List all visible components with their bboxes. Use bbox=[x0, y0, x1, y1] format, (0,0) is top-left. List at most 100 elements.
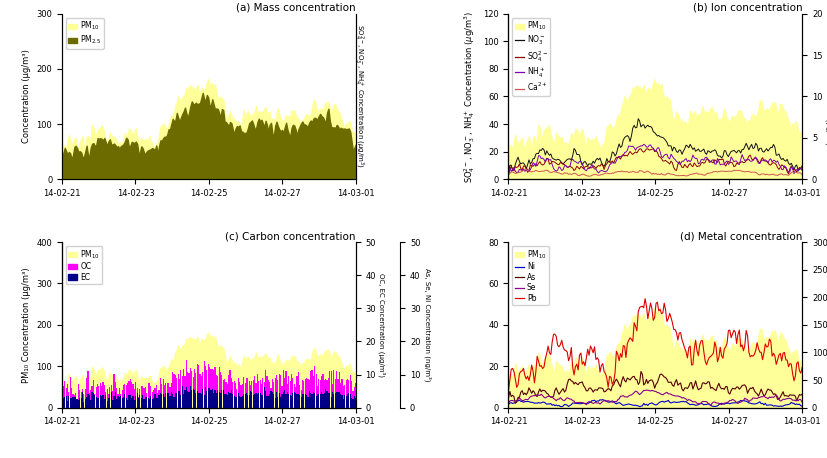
Bar bbox=[160, 393, 161, 408]
Bar bbox=[160, 378, 161, 408]
Text: (d) Metal concentration: (d) Metal concentration bbox=[680, 231, 802, 241]
Bar bbox=[320, 394, 321, 408]
Bar bbox=[120, 396, 122, 408]
Bar bbox=[235, 383, 236, 408]
Bar bbox=[119, 388, 120, 408]
Bar bbox=[61, 392, 63, 408]
Bar bbox=[214, 367, 216, 408]
Bar bbox=[216, 375, 217, 408]
Bar bbox=[82, 389, 83, 408]
Bar bbox=[97, 384, 98, 408]
Bar bbox=[100, 383, 101, 408]
Bar bbox=[258, 393, 260, 408]
Bar bbox=[299, 385, 300, 408]
Bar bbox=[194, 369, 195, 408]
Bar bbox=[65, 388, 67, 408]
Bar bbox=[276, 392, 277, 408]
Bar bbox=[163, 380, 164, 408]
Bar bbox=[179, 391, 180, 408]
Bar bbox=[178, 374, 179, 408]
Bar bbox=[147, 383, 149, 408]
Bar bbox=[190, 386, 191, 408]
Bar bbox=[220, 372, 221, 408]
Bar bbox=[193, 389, 194, 408]
Bar bbox=[241, 384, 243, 408]
Bar bbox=[180, 395, 181, 408]
Bar bbox=[131, 382, 132, 408]
Bar bbox=[123, 385, 124, 408]
Bar bbox=[142, 395, 143, 408]
Bar bbox=[161, 384, 162, 408]
Bar bbox=[237, 378, 239, 408]
Bar bbox=[151, 399, 153, 408]
Bar bbox=[84, 388, 86, 408]
Bar bbox=[287, 384, 288, 408]
Bar bbox=[352, 398, 354, 408]
Bar bbox=[155, 398, 157, 408]
Bar bbox=[146, 393, 147, 408]
Bar bbox=[281, 394, 283, 408]
Bar bbox=[206, 370, 208, 408]
Bar bbox=[138, 398, 139, 408]
Bar bbox=[273, 382, 275, 408]
Bar bbox=[285, 393, 287, 408]
Bar bbox=[111, 392, 112, 408]
Bar bbox=[163, 394, 164, 408]
Bar bbox=[182, 386, 183, 408]
Bar bbox=[325, 389, 327, 408]
Bar bbox=[351, 381, 352, 408]
Bar bbox=[229, 393, 231, 408]
Bar bbox=[127, 400, 128, 408]
Bar bbox=[243, 377, 244, 408]
Bar bbox=[209, 367, 210, 408]
Bar bbox=[335, 393, 336, 408]
Bar bbox=[165, 393, 166, 408]
Bar bbox=[145, 387, 146, 408]
Bar bbox=[331, 397, 332, 408]
Bar bbox=[113, 374, 114, 408]
Bar bbox=[124, 394, 126, 408]
Bar bbox=[351, 398, 352, 408]
Bar bbox=[266, 396, 267, 408]
Legend: PM$_{10}$, NO$_3^-$, SO$_4^{2-}$, NH$_4^+$, Ca$^{2+}$: PM$_{10}$, NO$_3^-$, SO$_4^{2-}$, NH$_4^… bbox=[512, 17, 551, 96]
Bar bbox=[157, 398, 158, 408]
Bar bbox=[346, 396, 347, 408]
Bar bbox=[231, 390, 232, 408]
Bar bbox=[265, 371, 266, 408]
Bar bbox=[86, 397, 87, 408]
Bar bbox=[69, 377, 71, 408]
Bar bbox=[183, 369, 184, 408]
Bar bbox=[287, 392, 288, 408]
Bar bbox=[73, 397, 74, 408]
Bar bbox=[113, 396, 114, 408]
Bar bbox=[197, 391, 198, 408]
Bar bbox=[350, 394, 351, 408]
Bar bbox=[96, 387, 97, 408]
Bar bbox=[314, 393, 315, 408]
Legend: PM$_{10}$, OC, EC: PM$_{10}$, OC, EC bbox=[66, 246, 103, 284]
Bar bbox=[246, 377, 247, 408]
Bar bbox=[199, 393, 201, 408]
Bar bbox=[94, 394, 95, 408]
Bar bbox=[127, 382, 128, 408]
Bar bbox=[130, 395, 131, 408]
Bar bbox=[155, 385, 157, 408]
Bar bbox=[232, 382, 233, 408]
Bar bbox=[308, 380, 310, 408]
Bar bbox=[117, 394, 118, 408]
Bar bbox=[206, 392, 208, 408]
Bar bbox=[325, 379, 327, 408]
Text: (a) Mass concentration: (a) Mass concentration bbox=[237, 3, 356, 13]
Bar bbox=[280, 375, 281, 408]
Bar bbox=[245, 394, 246, 408]
Bar bbox=[112, 392, 113, 408]
Bar bbox=[227, 395, 228, 408]
Bar bbox=[310, 371, 311, 408]
Bar bbox=[335, 379, 336, 408]
Bar bbox=[67, 383, 68, 408]
Bar bbox=[130, 379, 131, 408]
Bar bbox=[115, 392, 116, 408]
Bar bbox=[170, 383, 172, 408]
Bar bbox=[310, 393, 311, 408]
Bar bbox=[108, 398, 109, 408]
